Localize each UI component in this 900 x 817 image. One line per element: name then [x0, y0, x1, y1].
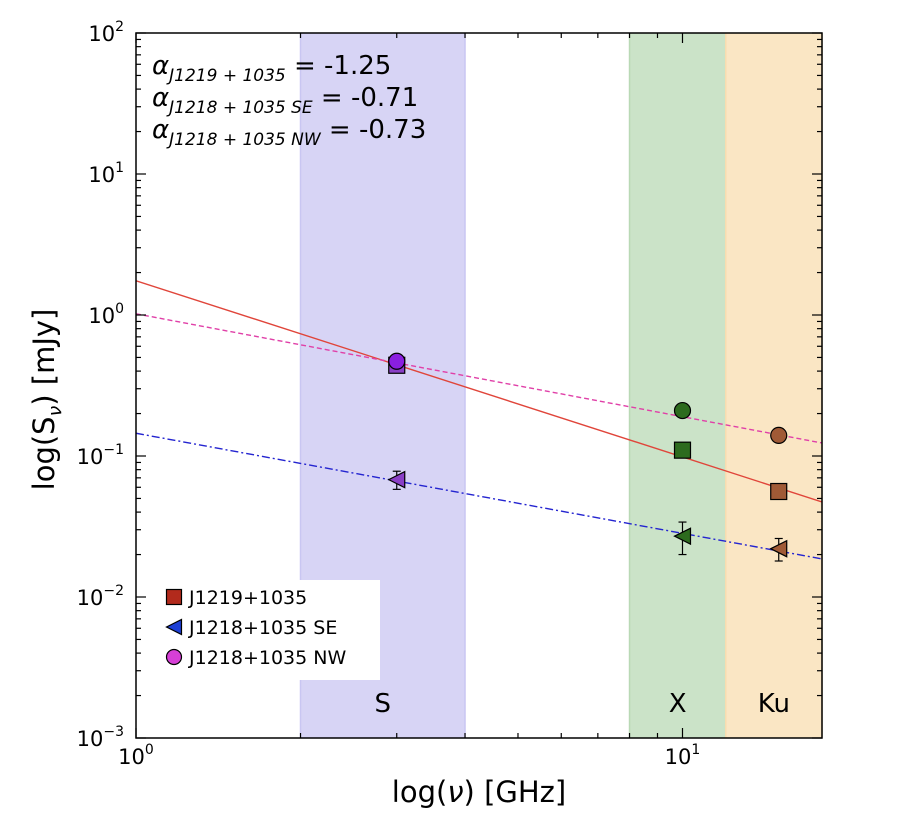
- fit-line-3: [136, 313, 822, 444]
- x-title-post: ) [GHz]: [464, 775, 567, 809]
- legend-box: [158, 580, 380, 680]
- y-title-post: ) [mJy]: [27, 309, 61, 406]
- tick-base: 10: [88, 22, 115, 46]
- bands-layer: [299, 33, 823, 738]
- tick-exponent: 0: [115, 301, 124, 317]
- legend-marker-2: [165, 618, 183, 636]
- data-point-s2-3: [769, 539, 788, 558]
- tick-exponent: 1: [691, 742, 700, 758]
- alpha-subscript: J1218 + 1035 SE: [166, 98, 313, 118]
- legend-label-3: J1218+1035 NW: [188, 647, 346, 669]
- band-x: [629, 33, 726, 738]
- x-axis-title: log(ν) [GHz]: [392, 775, 566, 809]
- alpha-value: = -1.25: [286, 51, 392, 81]
- data-point-s3-1: [388, 352, 406, 370]
- legend-label-1: J1219+1035: [188, 587, 307, 609]
- alpha-value: = -0.71: [313, 83, 419, 113]
- data-point-s3-3: [770, 426, 788, 444]
- y-tick-label: 10−1: [77, 442, 124, 469]
- data-points-layer: [387, 352, 788, 562]
- tick-base: 10: [118, 745, 145, 769]
- tick-base: 10: [77, 586, 104, 610]
- tick-base: 10: [88, 163, 115, 187]
- tick-exponent: 2: [115, 19, 124, 35]
- data-point-s3-2: [673, 401, 692, 420]
- tick-base: 10: [77, 727, 104, 751]
- y-tick-label: 10−3: [77, 724, 124, 751]
- x-tick-label: 101: [665, 742, 701, 769]
- axis-titles: log(ν) [GHz]log(Sν) [mJy]: [27, 309, 566, 809]
- legend-label-2: J1218+1035 SE: [188, 617, 337, 639]
- y-tick-label: 10−2: [77, 583, 124, 610]
- x-tick-label: 100: [118, 742, 154, 769]
- y-tick-label: 100: [88, 301, 124, 328]
- fit-line-1: [136, 280, 822, 503]
- data-point-s2-2: [673, 527, 692, 546]
- legend-marker-1: [165, 588, 183, 606]
- y-title-subscript: ν: [44, 405, 66, 416]
- x-title-symbol: ν: [447, 775, 463, 809]
- data-point-s2-1: [387, 470, 406, 489]
- fit-line-2: [136, 432, 822, 560]
- tick-base: 10: [88, 304, 115, 328]
- tick-exponent: −3: [103, 724, 124, 740]
- alpha-subscript: J1218 + 1035 NW: [166, 130, 322, 150]
- alpha-symbol: α: [152, 115, 169, 145]
- band-label-ku: Ku: [758, 689, 790, 719]
- data-point-s1-2: [673, 441, 692, 459]
- plot-frame: [135, 32, 823, 739]
- alpha-annotation-2: αJ1218 + 1035 SE = -0.71: [152, 83, 418, 118]
- band-label-x: X: [669, 689, 687, 719]
- band-label-s: S: [375, 689, 392, 719]
- alpha-symbol: α: [152, 83, 169, 113]
- alpha-annotation-1: αJ1219 + 1035 = -1.25: [152, 51, 391, 86]
- alpha-subscript: J1219 + 1035: [166, 66, 286, 86]
- tick-base: 10: [665, 745, 692, 769]
- y-title-pre: log(S: [27, 416, 61, 490]
- y-axis-title: log(Sν) [mJy]: [27, 309, 66, 491]
- band-ku: [725, 33, 822, 738]
- legend: J1219+1035 J1218+1035 SE J1218+1035 NW: [158, 580, 380, 680]
- y-tick-label: 101: [88, 160, 124, 187]
- band-labels-layer: S X Ku: [375, 689, 790, 719]
- tick-exponent: −1: [103, 442, 124, 458]
- alpha-annotation-3: αJ1218 + 1035 NW = -0.73: [152, 115, 426, 150]
- alpha-value: = -0.73: [321, 115, 427, 145]
- tick-exponent: 1: [115, 160, 124, 176]
- alpha-symbol: α: [152, 51, 169, 81]
- tick-exponent: 0: [145, 742, 154, 758]
- tick-exponent: −2: [103, 583, 124, 599]
- y-tick-label: 102: [88, 19, 124, 46]
- fit-lines-layer: [136, 280, 822, 560]
- x-title-pre: log(: [392, 775, 448, 809]
- data-point-s1-3: [770, 482, 788, 501]
- tick-base: 10: [77, 445, 104, 469]
- legend-marker-3: [165, 648, 183, 666]
